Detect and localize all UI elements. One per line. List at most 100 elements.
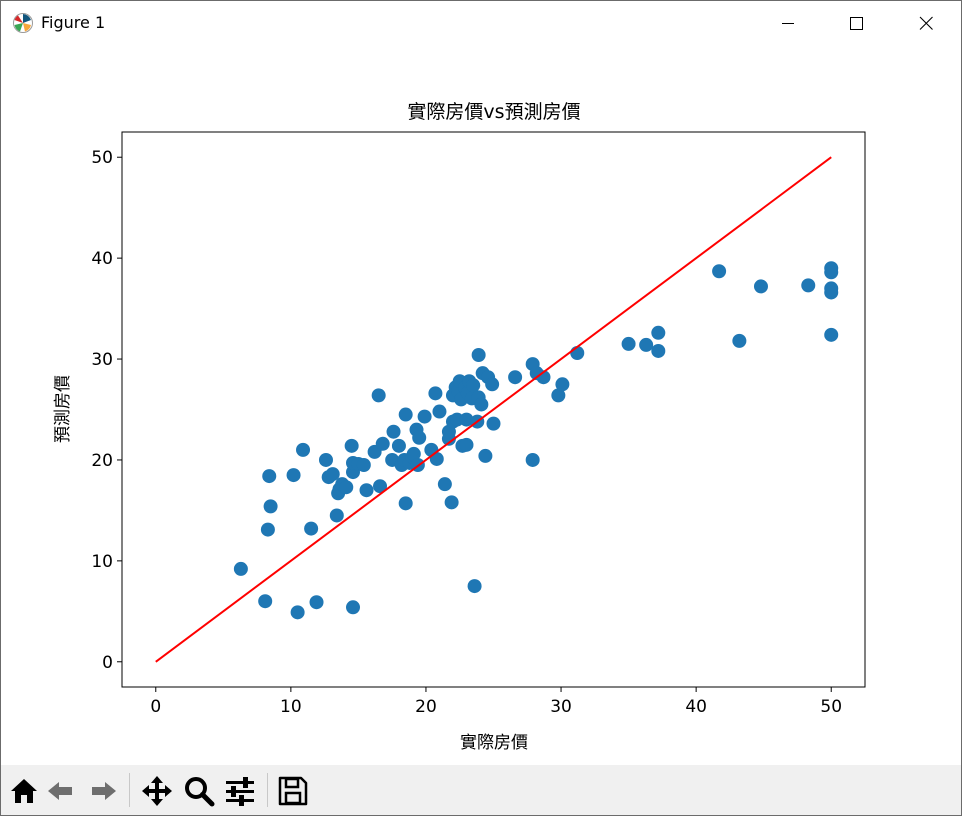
chart-title: 實際房價vs預測房價 (407, 101, 580, 123)
data-point (258, 594, 273, 609)
save-icon (278, 776, 308, 806)
data-point (525, 452, 540, 467)
x-tick-label: 40 (685, 697, 707, 717)
data-point (551, 388, 566, 403)
arrow-right-icon (92, 782, 116, 800)
y-tick-label: 20 (91, 451, 113, 471)
data-point (444, 495, 459, 510)
data-point (429, 451, 444, 466)
data-point (290, 605, 305, 620)
data-point (621, 336, 636, 351)
data-point (651, 325, 666, 340)
data-point (398, 496, 413, 511)
save-button[interactable] (276, 774, 310, 808)
data-point (485, 377, 500, 392)
data-point (391, 438, 406, 453)
data-point (474, 397, 489, 412)
x-tick-label: 20 (415, 697, 437, 717)
data-point (329, 508, 344, 523)
forward-button[interactable] (85, 774, 119, 808)
arrow-left-icon (48, 782, 72, 800)
data-point (466, 378, 481, 393)
close-icon (919, 16, 933, 30)
data-point (753, 279, 768, 294)
data-point (478, 448, 493, 463)
x-axis: 0 10 20 30 40 50 (150, 687, 842, 717)
data-point (651, 343, 666, 358)
subplots-button[interactable] (223, 774, 257, 808)
sliders-icon (226, 777, 254, 806)
data-point (801, 278, 816, 293)
data-point (233, 561, 248, 576)
matplotlib-logo-icon (12, 12, 34, 34)
data-point (412, 430, 427, 445)
data-point (732, 333, 747, 348)
data-point (296, 442, 311, 457)
data-points (233, 261, 839, 620)
data-point (344, 438, 359, 453)
y-tick-label: 50 (91, 148, 113, 168)
minimize-button[interactable] (765, 1, 811, 45)
data-point (398, 407, 413, 422)
y-tick-label: 0 (102, 653, 113, 673)
close-button[interactable] (903, 1, 949, 45)
data-point (346, 600, 361, 615)
figure-canvas[interactable]: 實際房價vs預測房價 0 10 20 30 40 50 0 10 20 30 40 50 實際房價 … (1, 45, 961, 765)
data-point (260, 522, 275, 537)
magnifier-icon (185, 777, 215, 807)
y-axis-label: 預測房價 (53, 375, 73, 443)
y-axis: 0 10 20 30 40 50 (91, 148, 122, 673)
data-point (375, 436, 390, 451)
back-button[interactable] (45, 774, 79, 808)
y-tick-label: 10 (91, 552, 113, 572)
y-tick-label: 40 (91, 249, 113, 269)
data-point (508, 370, 523, 385)
home-button[interactable] (7, 774, 41, 808)
data-point (428, 386, 443, 401)
data-point (286, 468, 301, 483)
title-bar[interactable]: Figure 1 (1, 1, 961, 45)
data-point (309, 595, 324, 610)
data-point (406, 446, 421, 461)
data-point (325, 467, 340, 482)
data-point (304, 521, 319, 536)
zoom-button[interactable] (182, 774, 216, 808)
maximize-button[interactable] (833, 1, 879, 45)
data-point (459, 412, 474, 427)
data-point (486, 416, 501, 431)
data-point (639, 337, 654, 352)
y-tick-label: 30 (91, 350, 113, 370)
data-point (471, 348, 486, 363)
data-point (437, 477, 452, 492)
data-point (318, 452, 333, 467)
data-point (467, 579, 482, 594)
x-tick-label: 10 (280, 697, 302, 717)
data-point (263, 499, 278, 514)
data-point (371, 388, 386, 403)
data-point (373, 479, 388, 494)
x-tick-label: 50 (820, 697, 842, 717)
reference-line (155, 156, 832, 663)
x-axis-label: 實際房價 (460, 733, 528, 753)
data-point (417, 409, 432, 424)
data-point (555, 377, 570, 392)
home-icon (11, 779, 37, 803)
data-point (359, 483, 374, 498)
x-tick-label: 30 (550, 697, 572, 717)
data-point (356, 458, 371, 472)
toolbar-separator (267, 773, 268, 807)
data-point (824, 327, 839, 342)
window-title: Figure 1 (41, 13, 106, 32)
data-point (824, 265, 839, 280)
data-point (432, 404, 447, 419)
data-point (386, 424, 401, 439)
minimize-icon (782, 23, 794, 24)
maximize-icon (850, 17, 863, 30)
data-point (459, 437, 474, 452)
navigation-toolbar (1, 765, 961, 815)
data-point (712, 264, 727, 279)
toolbar-separator (129, 773, 130, 807)
pan-button[interactable] (140, 774, 174, 808)
